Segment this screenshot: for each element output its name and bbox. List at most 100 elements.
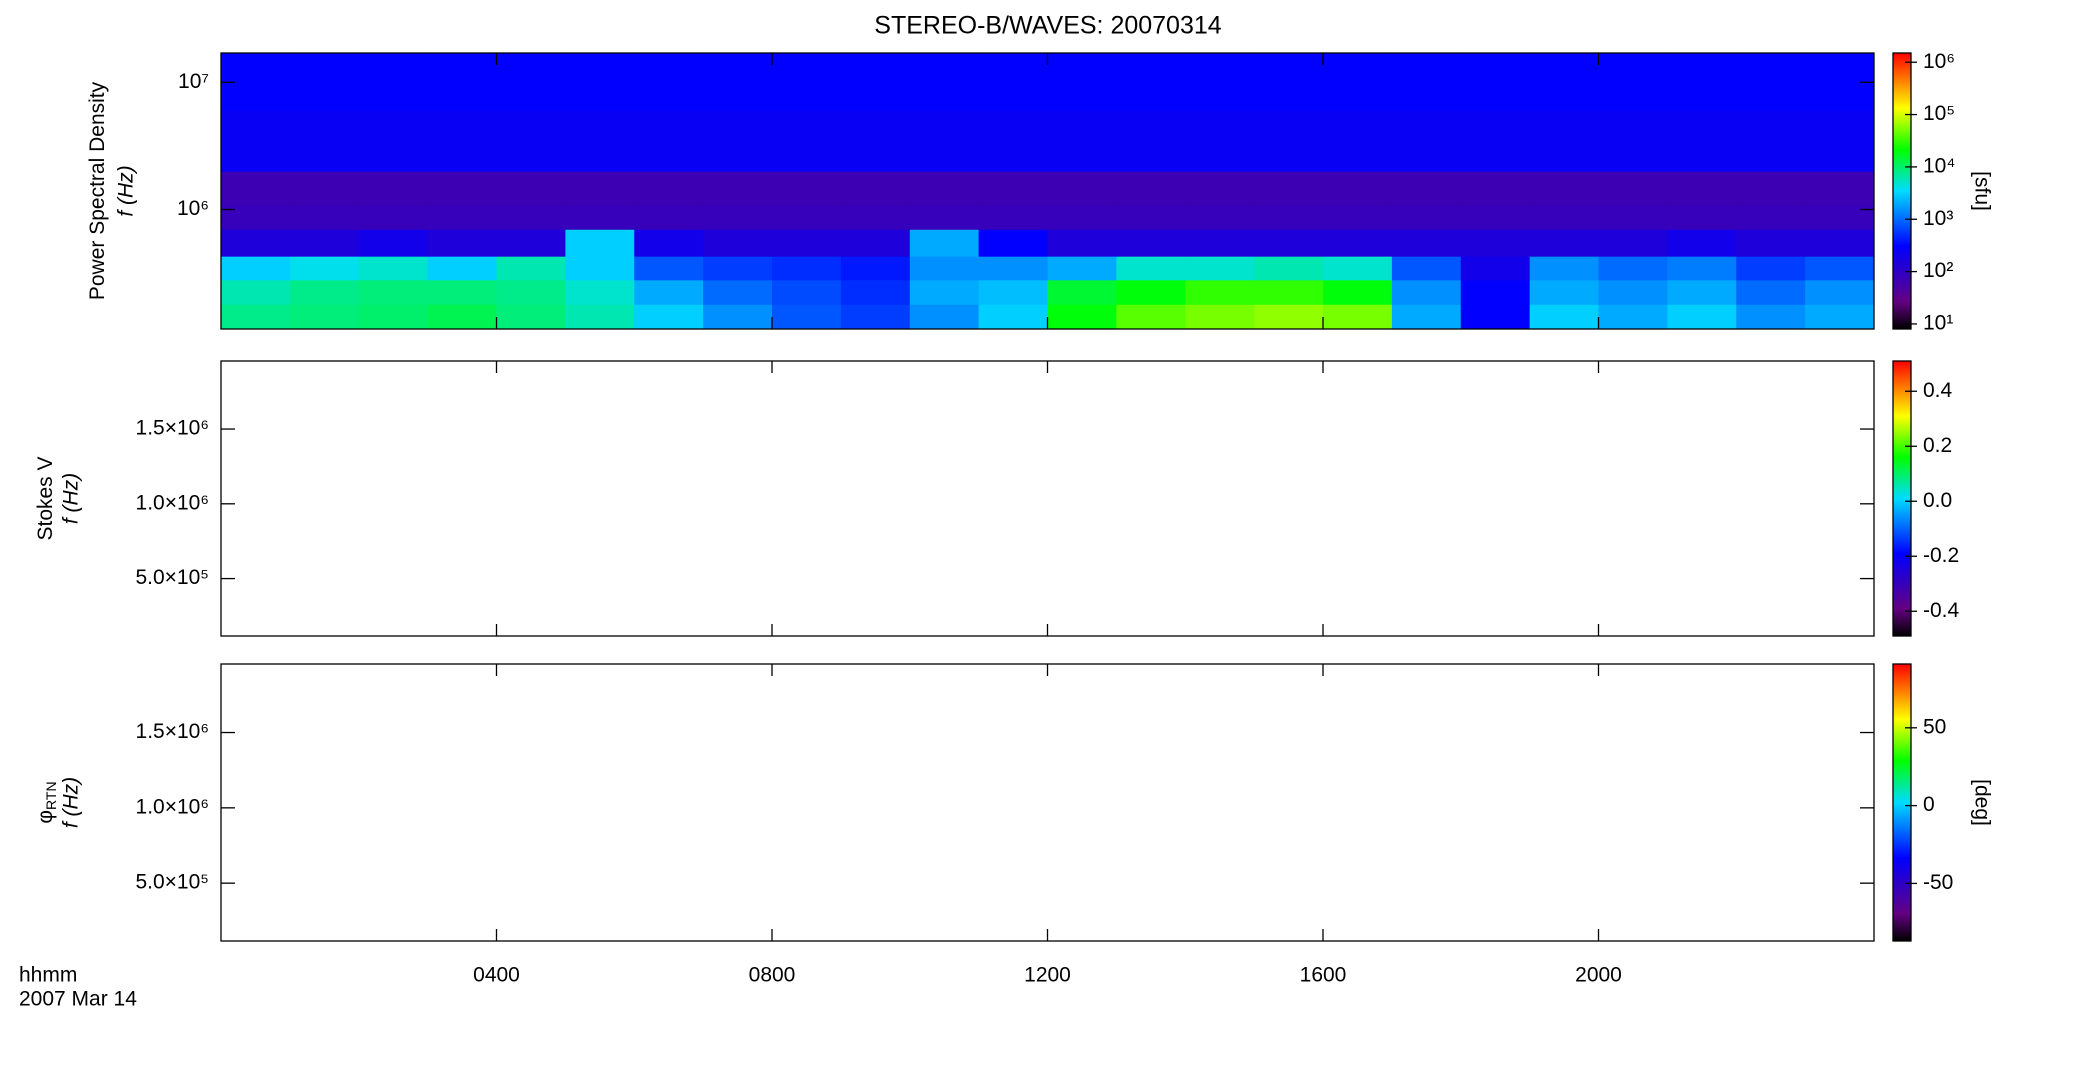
spectrogram-cell	[1805, 110, 1875, 141]
spectrogram-cell	[496, 256, 566, 281]
spectrogram-cell	[703, 304, 773, 330]
spectrogram-cell	[978, 279, 1048, 305]
spectrogram-cell	[634, 256, 704, 281]
spectrogram-cell	[1598, 140, 1668, 172]
spectrogram-cell	[1391, 171, 1462, 205]
spectrogram-cell	[1460, 82, 1531, 112]
y-tick-label: 10⁶	[177, 197, 209, 220]
spectrogram-cell	[634, 82, 704, 112]
spectrogram-cell	[909, 53, 980, 83]
spectrogram-cell	[909, 256, 980, 281]
spectrogram-cell	[1116, 279, 1186, 305]
spectrogram-cell	[1391, 229, 1462, 257]
spectrogram-cell	[1805, 171, 1875, 205]
spectrogram-cell	[221, 53, 291, 83]
spectrogram-cell	[358, 229, 429, 257]
spectrogram-cell	[358, 82, 429, 112]
spectrogram-cell	[1460, 110, 1531, 141]
spectrogram-cell	[1323, 304, 1393, 330]
spectrogram-cell	[772, 229, 842, 257]
y-axis-title: Power Spectral Density	[86, 81, 109, 300]
spectrogram-cell	[496, 82, 566, 112]
spectrogram-cell	[358, 53, 429, 83]
spectrogram-cell	[427, 53, 497, 83]
spectrogram-cell	[1667, 229, 1737, 257]
spectrogram-cell	[1185, 304, 1255, 330]
spectrogram-cell	[1598, 256, 1668, 281]
spectrogram-cell	[1185, 110, 1255, 141]
spectrogram-cell	[289, 304, 360, 330]
spectrogram-cell	[496, 53, 566, 83]
spectrogram-cell	[221, 110, 291, 141]
colorbar-title: [sfu]	[1970, 171, 1993, 211]
spectrogram-cell	[840, 304, 911, 330]
colorbar-tick-label: 50	[1923, 715, 1946, 738]
spectrogram-cell	[1667, 53, 1737, 83]
y-axis-title-sub: RTN	[43, 781, 59, 810]
spectrogram-cell	[772, 140, 842, 172]
colorbar-tick-label: 10⁵	[1923, 102, 1955, 125]
spectrogram-cell	[909, 279, 980, 305]
spectrogram-cell	[909, 140, 980, 172]
spectrogram-cell	[221, 229, 291, 257]
spectrogram-cell	[772, 171, 842, 205]
spectrogram-cell	[772, 82, 842, 112]
spectrogram-cell	[427, 229, 497, 257]
colorbar-tick-label: 0.4	[1923, 379, 1953, 402]
spectrogram-cell	[703, 256, 773, 281]
spectrogram-cell	[634, 140, 704, 172]
spectrogram-cell	[1254, 204, 1324, 230]
y-axis-title: f (Hz)	[60, 777, 83, 828]
spectrogram-cell	[1116, 256, 1186, 281]
spectrogram-cell	[221, 171, 291, 205]
spectrogram-cell	[1598, 229, 1668, 257]
spectrogram-cell	[289, 82, 360, 112]
spectrogram-cell	[840, 279, 911, 305]
spectrogram-cell	[978, 171, 1048, 205]
spectrogram-cell	[1047, 171, 1117, 205]
spectrogram-cell	[565, 229, 635, 257]
spectrogram-cell	[1391, 304, 1462, 330]
spectrogram-cell	[289, 140, 360, 172]
spectrogram-cell	[1185, 171, 1255, 205]
y-tick-label: 1.0×10⁶	[136, 491, 209, 514]
spectrogram-cell	[221, 204, 291, 230]
y-tick-label: 1.5×10⁶	[136, 417, 209, 440]
spectrogram-cell	[496, 140, 566, 172]
spectrogram-cell	[427, 82, 497, 112]
colorbar-tick-label: 0.2	[1923, 434, 1952, 457]
spectrogram-cell	[1460, 53, 1531, 83]
spectrogram-cell	[1460, 140, 1531, 172]
colorbar-tick-label: 10⁴	[1923, 154, 1955, 177]
spectrogram-cell	[496, 229, 566, 257]
spectrogram-cell	[1667, 256, 1737, 281]
spectrogram-cell	[289, 171, 360, 205]
colorbar-tick-label: 10¹	[1923, 311, 1953, 334]
spectrogram-cell	[1529, 82, 1599, 112]
y-tick-label: 5.0×10⁵	[135, 871, 209, 894]
x-tick-label: 0800	[749, 964, 796, 987]
spectrogram-cell	[565, 82, 635, 112]
colorbar-tick-label: 10³	[1923, 207, 1953, 230]
spectrogram-cell	[840, 110, 911, 141]
x-axis-title: hhmm	[19, 964, 77, 987]
spectrogram-cell	[289, 229, 360, 257]
spectrogram-cell	[1667, 279, 1737, 305]
spectrogram-cell	[772, 256, 842, 281]
spectrogram-cell	[909, 110, 980, 141]
spectrogram-cell	[1047, 256, 1117, 281]
spectrogram-cell	[1598, 279, 1668, 305]
y-axis-title: Stokes V	[34, 456, 57, 540]
spectrogram-cell	[496, 171, 566, 205]
spectrogram-cell	[1185, 204, 1255, 230]
spectrogram-cell	[289, 279, 360, 305]
spectrogram-cell	[1736, 204, 1806, 230]
spectrogram-cell	[358, 171, 429, 205]
spectrogram-cell	[221, 256, 291, 281]
spectrogram-cell	[634, 204, 704, 230]
spectrogram-cell	[1667, 204, 1737, 230]
spectrogram-cell	[703, 53, 773, 83]
spectrogram-cell	[978, 256, 1048, 281]
spectrogram-cell	[1736, 110, 1806, 141]
spectrogram-cell	[703, 82, 773, 112]
